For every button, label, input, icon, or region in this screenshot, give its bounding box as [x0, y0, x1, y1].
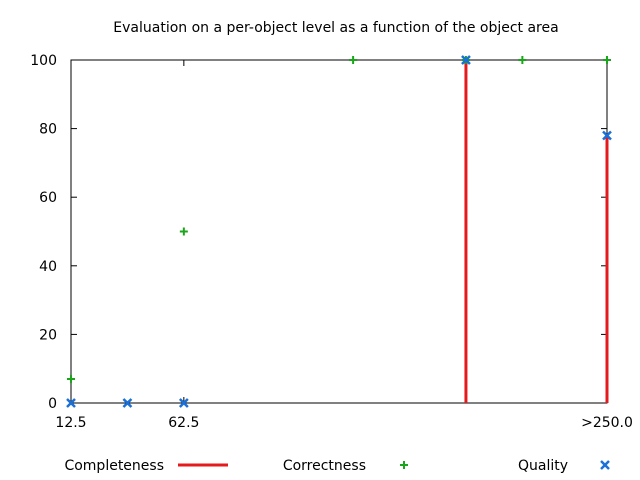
y-tick-label: 60 [39, 190, 57, 206]
y-tick-label: 40 [39, 259, 57, 275]
axes: 0 20 40 60 80 100 12.5 62.5 >250.0 [30, 53, 633, 431]
legend: Completeness Correctness Quality [64, 458, 610, 474]
chart-title: Evaluation on a per-object level as a fu… [113, 20, 558, 36]
legend-swatch-quality-b [600, 460, 610, 470]
x-tick-label: 12.5 [55, 415, 86, 431]
y-tick-label: 100 [30, 53, 57, 69]
quality-point [122, 398, 133, 408]
legend-label-completeness: Completeness [64, 458, 164, 474]
quality-point-b [178, 398, 189, 408]
x-tick-label: 62.5 [168, 415, 199, 431]
series-quality [66, 55, 612, 408]
correctness-point [518, 56, 527, 64]
data-marks [66, 55, 612, 408]
y-tick-label: 80 [39, 122, 57, 138]
quality-point-b [122, 398, 133, 408]
series-correctness [67, 56, 611, 383]
legend-swatch-quality [600, 460, 610, 470]
series-completeness [464, 60, 609, 403]
correctness-point [349, 56, 358, 64]
legend-label-correctness: Correctness [283, 458, 366, 474]
quality-point [178, 398, 189, 408]
quality-point-b [66, 398, 76, 408]
correctness-point [603, 56, 611, 64]
legend-swatch-correctness [400, 461, 408, 469]
quality-point-b [461, 55, 471, 65]
legend-label-quality: Quality [518, 458, 568, 474]
x-tick-label: >250.0 [581, 415, 633, 431]
quality-point [461, 55, 471, 65]
plot-frame [70, 59, 608, 404]
correctness-point [179, 227, 188, 236]
quality-point [602, 130, 612, 141]
y-tick-label: 20 [39, 327, 57, 343]
correctness-point [67, 374, 75, 383]
y-tick-label: 0 [48, 396, 57, 412]
quality-point [66, 398, 76, 408]
quality-point-b [602, 130, 612, 141]
